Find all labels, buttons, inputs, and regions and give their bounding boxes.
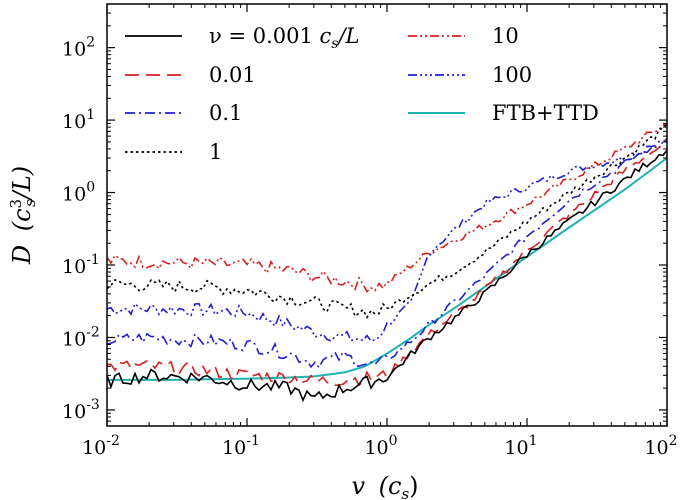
y-axis-unit-close: /L) xyxy=(8,166,36,201)
x-axis-unit-close: ) xyxy=(409,472,418,500)
plot-frame xyxy=(106,3,668,427)
y-tick-exponent: 1 xyxy=(86,107,95,123)
series-line-1 xyxy=(106,139,668,387)
y-tick-exponent: -3 xyxy=(86,397,100,413)
legend-label: 100 xyxy=(492,63,532,87)
x-tick-exponent: 1 xyxy=(529,433,538,449)
legend-label: ν = 0.001 cs/L xyxy=(209,24,360,52)
y-axis-title: D (c3s/L) xyxy=(7,166,39,265)
legend-label-prefix: ν = 0.001 xyxy=(209,24,320,48)
y-axis-unit: (c xyxy=(8,208,36,231)
legend-label: 10 xyxy=(492,24,519,48)
series-layer xyxy=(106,122,668,403)
y-tick-exponent: 0 xyxy=(86,180,95,196)
x-tick-exponent: 2 xyxy=(669,433,678,449)
y-tick-exponent: -2 xyxy=(86,324,100,340)
x-axis-unit: (c xyxy=(379,472,402,500)
x-axis-title: v (cs) xyxy=(351,472,418,500)
series-line-5 xyxy=(106,140,668,343)
x-axis-symbol: v xyxy=(351,472,365,500)
x-axis-unit-sub: s xyxy=(401,485,409,500)
legend-label-italic: c xyxy=(320,24,332,48)
legend-label: FTB+TTD xyxy=(492,101,599,125)
y-axis-unit-sub: s xyxy=(21,199,39,207)
series-line-3 xyxy=(106,123,668,320)
legend-label-sub: s xyxy=(331,36,338,52)
x-tick-exponent: 0 xyxy=(389,433,398,449)
y-tick-exponent: 2 xyxy=(86,35,95,51)
y-tick-label: 10-2 xyxy=(62,324,100,350)
legend-label-suffix: /L xyxy=(336,24,359,48)
legend-label: 0.1 xyxy=(209,101,242,125)
legend: ν = 0.001 cs/L 0.01 0.1 1 10 100 FTB+TTD xyxy=(125,24,599,164)
y-axis-symbol: D xyxy=(8,245,36,265)
series-line-0 xyxy=(106,149,668,403)
x-tick-label: 10-1 xyxy=(222,433,260,459)
legend-label: 1 xyxy=(209,140,222,164)
y-axis-unit-sup: 3 xyxy=(7,199,25,209)
legend-label: 0.01 xyxy=(209,63,256,87)
x-tick-exponent: -1 xyxy=(246,433,260,449)
x-tick-label: 101 xyxy=(504,433,537,459)
x-tick-exponent: -2 xyxy=(106,433,120,449)
y-tick-exponent: -1 xyxy=(86,252,100,268)
series-line-2 xyxy=(106,138,668,370)
